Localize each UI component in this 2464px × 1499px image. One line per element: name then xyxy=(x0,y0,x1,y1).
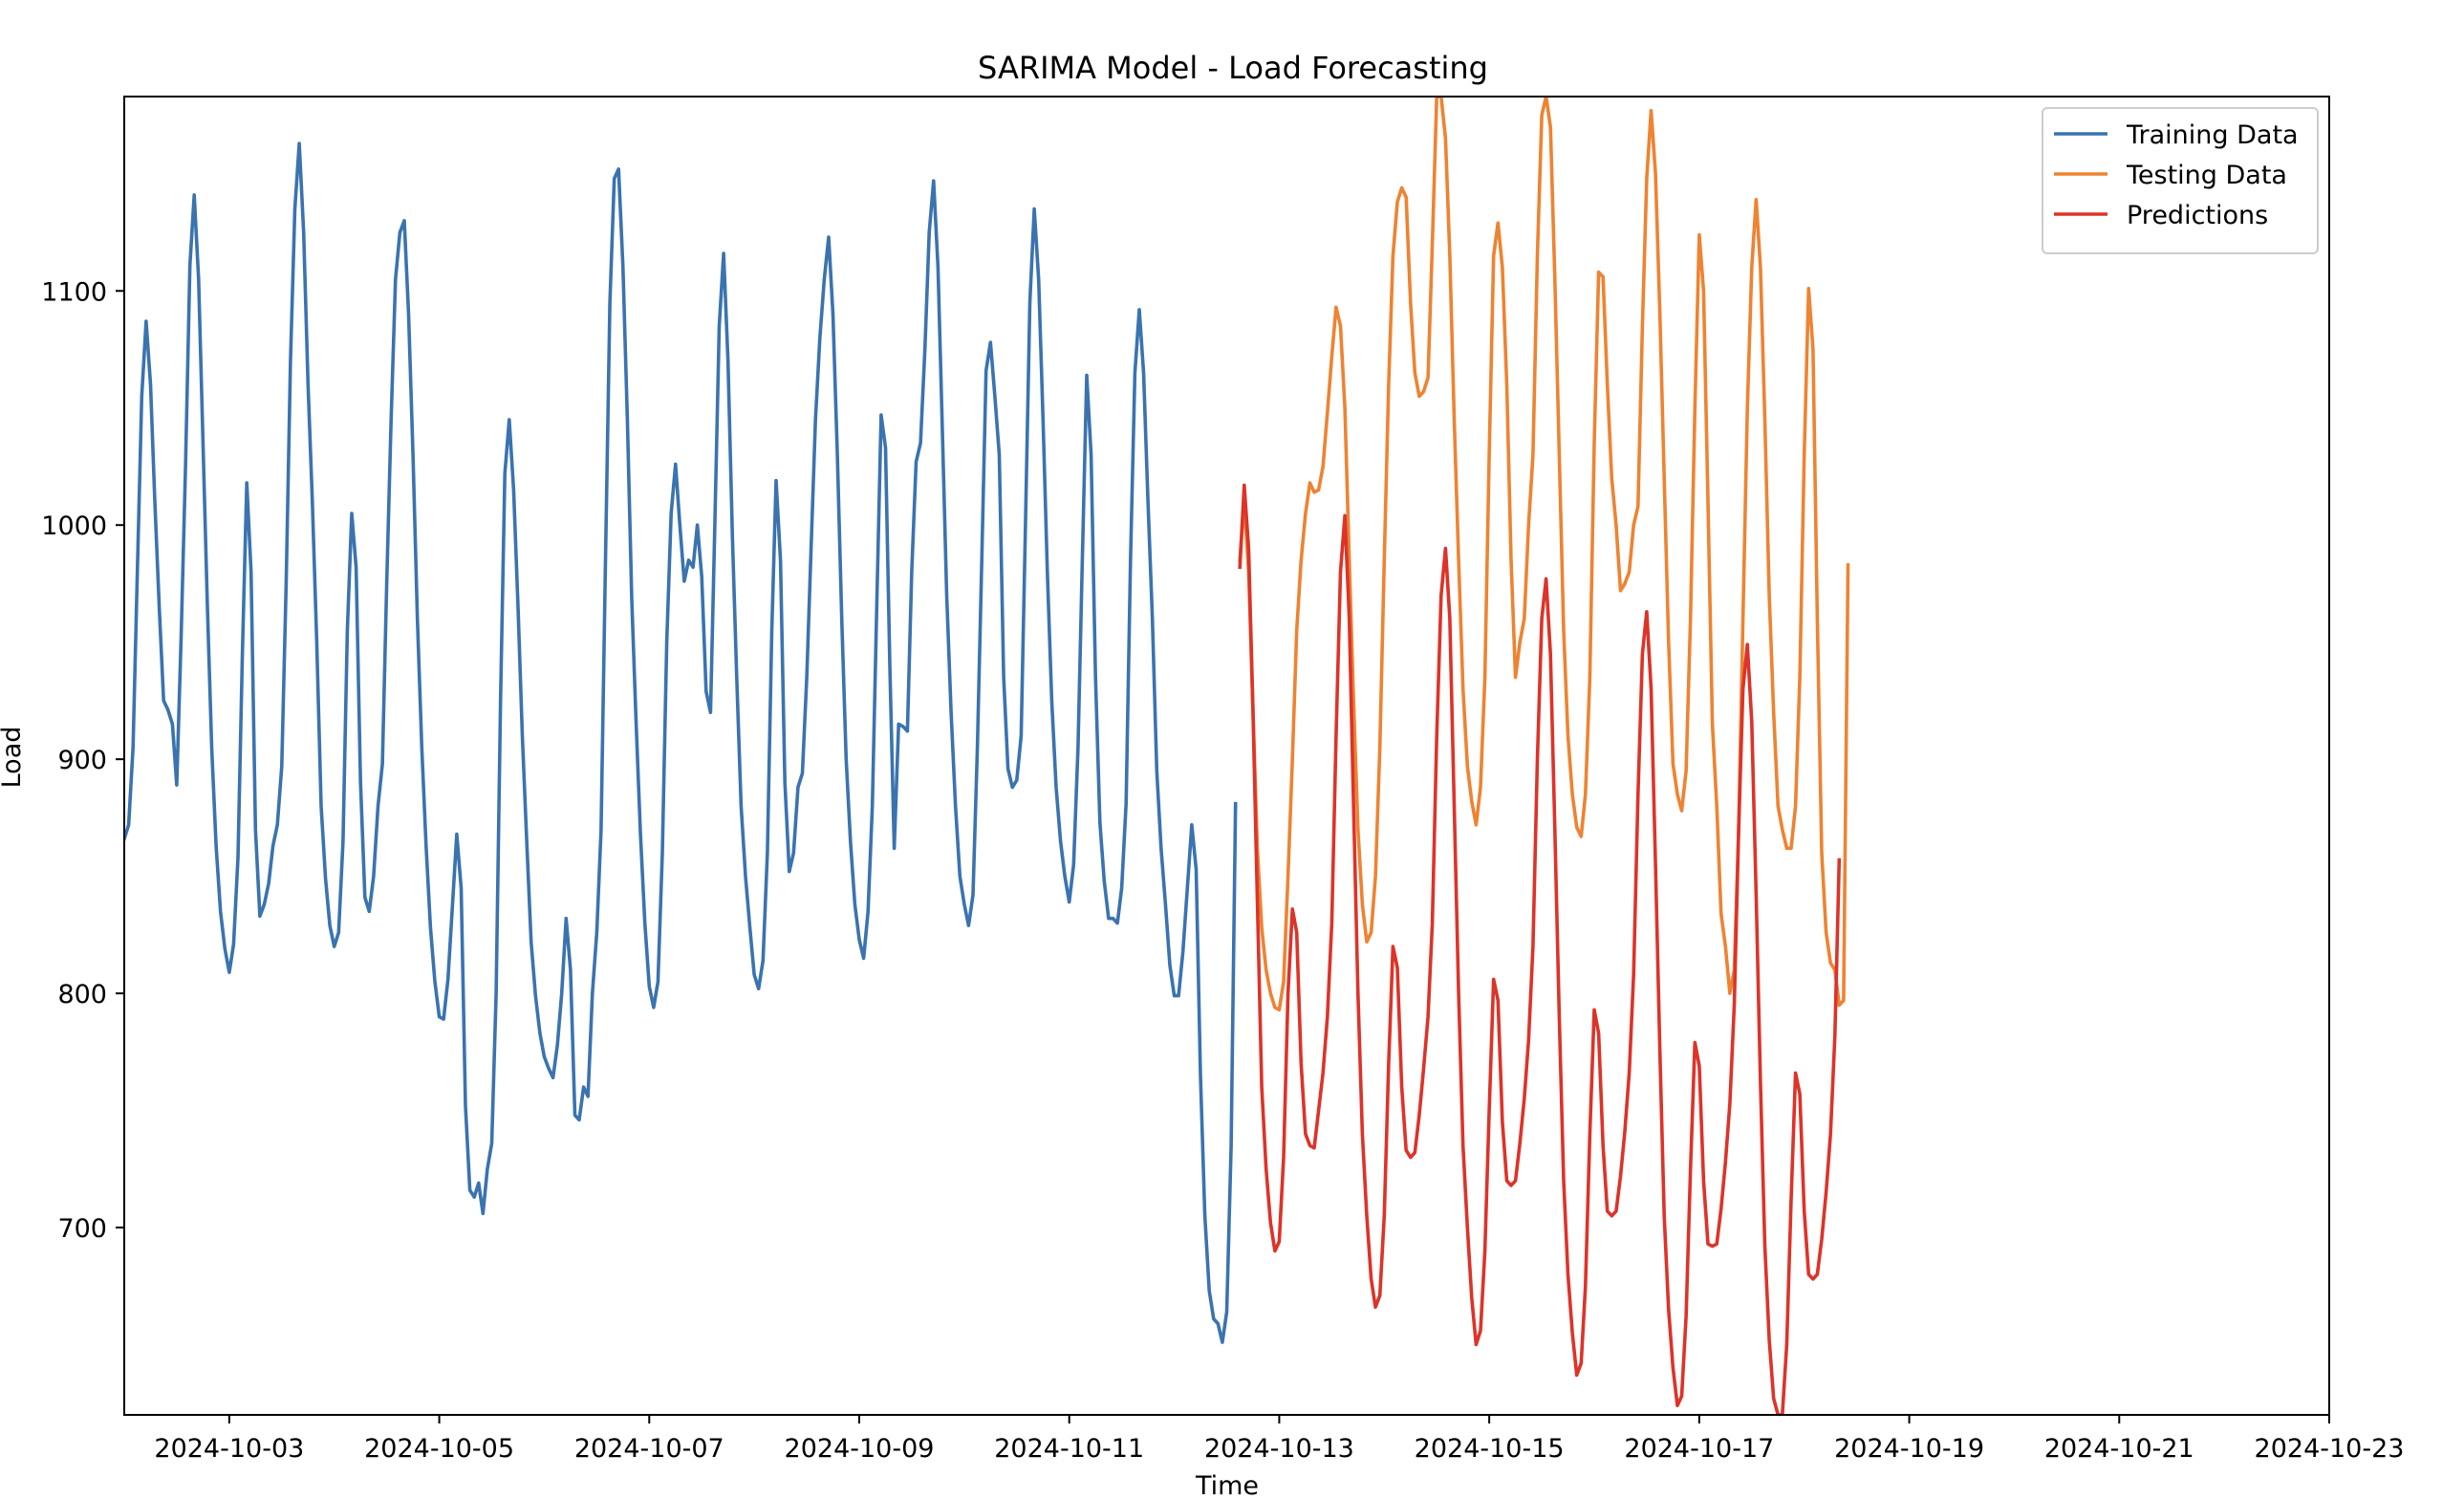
x-tick-label: 2024-10-19 xyxy=(1834,1434,1984,1464)
y-tick-label: 900 xyxy=(57,746,107,775)
legend-label: Testing Data xyxy=(2126,161,2287,190)
x-tick-label: 2024-10-17 xyxy=(1624,1434,1774,1464)
y-tick-label: 1000 xyxy=(41,511,107,541)
series-line-2 xyxy=(1238,483,1842,1415)
series-line-1 xyxy=(1238,97,1850,1012)
plot-area xyxy=(124,97,1850,1415)
x-tick-label: 2024-10-23 xyxy=(2255,1434,2405,1464)
legend-label: Predictions xyxy=(2127,201,2268,230)
series-line-0 xyxy=(124,141,1238,1344)
x-axis: 2024-10-03 2024-10-05 2024-10-07 2024-10-09… xyxy=(154,1415,2404,1464)
x-tick-label: 2024-10-21 xyxy=(2044,1434,2194,1464)
plot-frame xyxy=(123,96,2330,1416)
x-tick-label: 2024-10-03 xyxy=(154,1434,304,1464)
x-tick-label: 2024-10-09 xyxy=(785,1434,935,1464)
legend: Training Data Testing Data Predictions xyxy=(2042,107,2319,254)
x-tick-label: 2024-10-13 xyxy=(1204,1434,1354,1464)
x-tick-label: 2024-10-11 xyxy=(994,1434,1144,1464)
y-axis-label: Load xyxy=(0,727,27,789)
x-tick-label: 2024-10-07 xyxy=(574,1434,724,1464)
legend-label: Training Data xyxy=(2126,120,2299,150)
y-tick-label: 1100 xyxy=(41,277,107,307)
legend-box xyxy=(2042,107,2319,254)
x-axis-label: Time xyxy=(1195,1471,1259,1499)
chart-title: SARIMA Model - Load Forecasting xyxy=(978,50,1488,86)
y-tick-label: 700 xyxy=(57,1214,107,1244)
y-axis: 700 800 900 1000 1100 xyxy=(41,277,124,1244)
x-tick-label: 2024-10-05 xyxy=(364,1434,514,1464)
y-tick-label: 800 xyxy=(57,980,107,1010)
x-tick-label: 2024-10-15 xyxy=(1415,1434,1565,1464)
